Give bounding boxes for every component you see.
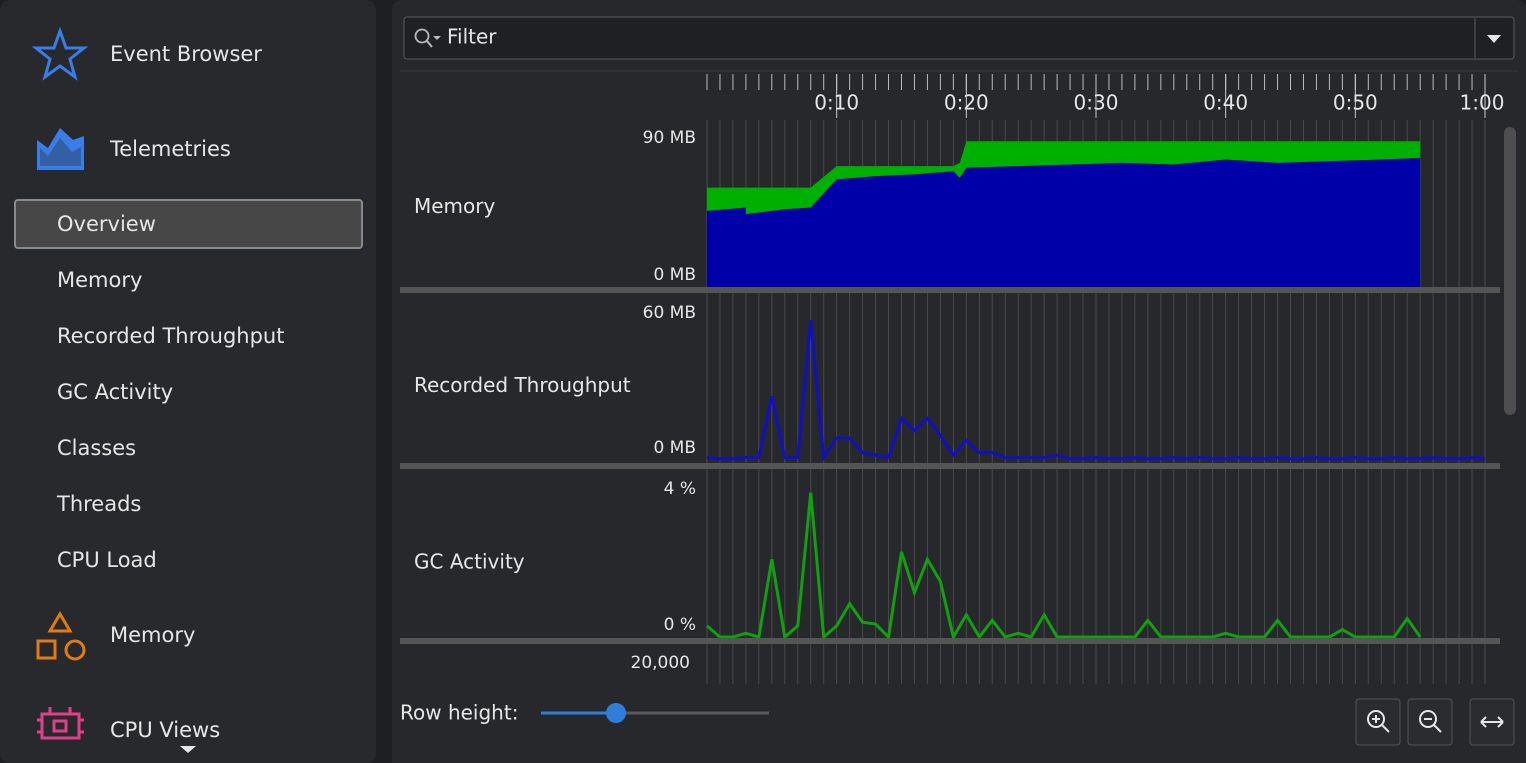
- partial-row-label: 20,000: [631, 653, 690, 673]
- zoom-in-icon: [1372, 715, 1390, 733]
- row-height-label: Row height:: [400, 701, 518, 725]
- cpu-icon: [37, 707, 84, 734]
- telemetries-icon: [37, 128, 84, 170]
- sidebar: [0, 0, 376, 763]
- cpu-icon: [52, 719, 68, 733]
- fit-icon: [1480, 716, 1504, 728]
- memory-icon: [64, 639, 86, 661]
- time-tick-label: 0:10: [814, 91, 859, 115]
- cpu-icon: [40, 712, 81, 740]
- sidebar-section[interactable]: Event Browser: [110, 42, 262, 66]
- sidebar-item[interactable]: Threads: [56, 492, 141, 516]
- area: [707, 157, 1421, 287]
- zoom-in-icon: [1367, 710, 1385, 728]
- y-tick-label: 0 %: [664, 615, 696, 635]
- filter-box[interactable]: [403, 16, 1515, 60]
- filter-dropdown[interactable]: [1487, 35, 1501, 43]
- slider-thumb[interactable]: [606, 703, 626, 723]
- memory-icon: [36, 639, 57, 660]
- row-title[interactable]: GC Activity: [414, 550, 525, 574]
- time-tick-label: 0:20: [944, 91, 989, 115]
- sidebar-item[interactable]: CPU Load: [57, 548, 157, 572]
- y-tick-label: 60 MB: [643, 303, 696, 323]
- search-icon: [433, 36, 441, 40]
- row-title[interactable]: Recorded Throughput: [414, 373, 631, 397]
- marks-layer: [706, 141, 1486, 642]
- sidebar-section[interactable]: Telemetries: [109, 137, 231, 161]
- y-tick-label: 4 %: [664, 479, 696, 499]
- sidebar-section[interactable]: CPU Views: [110, 718, 220, 742]
- event-browser-icon: [31, 26, 89, 81]
- zoom-out-icon: [1424, 718, 1442, 733]
- selected-item[interactable]: [14, 199, 363, 249]
- sidebar-item[interactable]: GC Activity: [57, 380, 173, 404]
- time-tick-label: 0:40: [1203, 91, 1248, 115]
- row-separator[interactable]: [400, 463, 1500, 469]
- telemetries-icon-shade: [40, 138, 81, 166]
- search-icon: [426, 40, 433, 48]
- filter-placeholder[interactable]: Filter: [447, 25, 497, 49]
- sidebar-item[interactable]: Overview: [57, 212, 156, 236]
- scroll-down-indicator[interactable]: [180, 746, 196, 753]
- y-tick-label: 90 MB: [643, 128, 696, 148]
- memory-icon: [47, 611, 73, 633]
- zoom-out-button[interactable]: [1407, 698, 1453, 746]
- labels-layer: Event Browser Telemetries Overview Memory Re…: [56, 42, 1504, 742]
- sidebar-item[interactable]: Memory: [57, 268, 142, 292]
- controls-bar: [392, 684, 1526, 763]
- line: [706, 492, 1422, 642]
- time-tick-label: 0:30: [1074, 91, 1119, 115]
- y-tick-label: 0 MB: [653, 265, 696, 285]
- y-tick-label: 0 MB: [653, 438, 696, 458]
- sidebar-item[interactable]: Recorded Throughput: [57, 324, 284, 348]
- zoom-in-button[interactable]: [1355, 698, 1401, 746]
- search-icon: [414, 28, 430, 44]
- line: [706, 320, 1486, 462]
- row-separator[interactable]: [400, 638, 1500, 644]
- zoom-out-icon: [1419, 710, 1437, 728]
- sidebar-item[interactable]: Classes: [57, 436, 136, 460]
- row-separator[interactable]: [400, 287, 1500, 293]
- scrollbar-thumb[interactable]: [1504, 127, 1516, 415]
- row-title[interactable]: Memory: [414, 194, 496, 218]
- time-tick-label: 0:50: [1333, 91, 1378, 115]
- sidebar-section[interactable]: Memory: [110, 623, 195, 647]
- time-tick-label: 1:00: [1460, 91, 1505, 115]
